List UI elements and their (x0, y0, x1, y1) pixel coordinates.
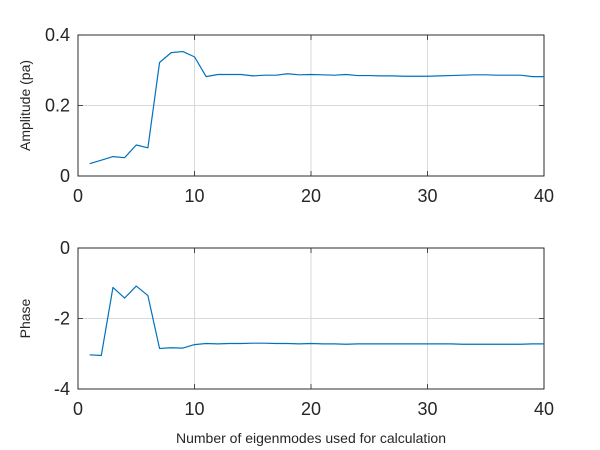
phase-y-tick-label: -2 (54, 309, 70, 329)
phase-y-axis-label: Phase (17, 298, 33, 338)
amplitude-x-tick-label: 20 (301, 186, 321, 206)
amplitude-plot: 0 10 20 30 40 0 0.2 0.4 Amplitude (pa) (17, 25, 554, 206)
amplitude-y-axis-label: Amplitude (pa) (17, 60, 33, 151)
phase-x-tick-label: 30 (417, 399, 437, 419)
amplitude-y-tick-label: 0.2 (45, 96, 70, 116)
amplitude-x-tick-label: 0 (73, 186, 83, 206)
phase-x-tick-label: 0 (73, 399, 83, 419)
phase-y-tick-label: 0 (60, 238, 70, 258)
phase-x-tick-label: 40 (534, 399, 554, 419)
amplitude-x-tick-label: 40 (534, 186, 554, 206)
amplitude-series-line (89, 50, 544, 165)
phase-plot: 0 10 20 30 40 -4 -2 0 Phase Number of eigenmodes … (17, 238, 554, 446)
phase-x-tick-label: 20 (301, 399, 321, 419)
amplitude-x-tick-label: 30 (417, 186, 437, 206)
phase-x-axis-label: Number of eigenmodes used for calculatio… (176, 430, 446, 446)
amplitude-y-tick-label: 0.4 (45, 25, 70, 45)
phase-x-tick-label: 10 (184, 399, 204, 419)
phase-y-tick-label: -4 (54, 379, 70, 399)
phase-series-line (89, 285, 544, 357)
amplitude-y-tick-label: 0 (60, 166, 70, 186)
amplitude-x-tick-label: 10 (184, 186, 204, 206)
